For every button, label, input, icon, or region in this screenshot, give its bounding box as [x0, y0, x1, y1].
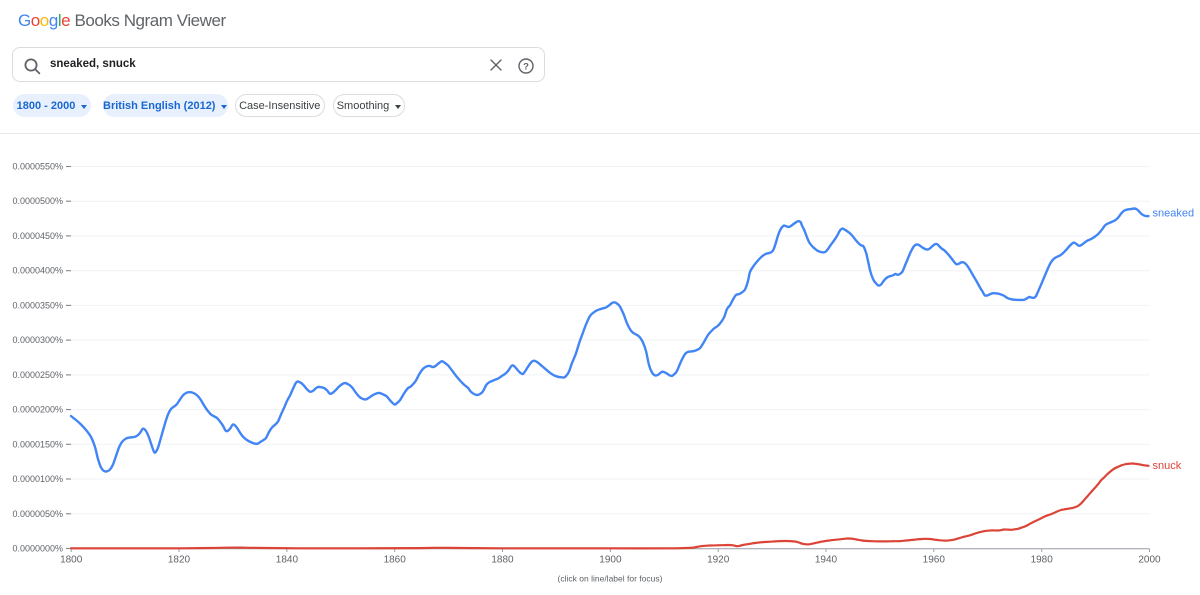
svg-text:0.0000150%: 0.0000150%: [12, 439, 63, 449]
svg-text:0.0000000%: 0.0000000%: [12, 544, 63, 554]
svg-text:(click on line/label for focus: (click on line/label for focus): [558, 574, 663, 584]
svg-text:0.0000350%: 0.0000350%: [12, 300, 63, 310]
svg-text:1920: 1920: [707, 555, 730, 566]
svg-text:0.0000300%: 0.0000300%: [12, 335, 63, 345]
svg-text:0.0000050%: 0.0000050%: [12, 509, 63, 519]
svg-text:0.0000550%: 0.0000550%: [12, 162, 63, 172]
svg-text:sneaked: sneaked: [1153, 208, 1195, 220]
svg-text:0.0000200%: 0.0000200%: [12, 405, 63, 415]
svg-text:0.0000500%: 0.0000500%: [12, 196, 63, 206]
svg-text:1800: 1800: [60, 555, 83, 566]
svg-text:0.0000100%: 0.0000100%: [12, 474, 63, 484]
svg-text:1860: 1860: [384, 555, 407, 566]
svg-text:1900: 1900: [599, 555, 622, 566]
svg-text:0.0000250%: 0.0000250%: [12, 370, 63, 380]
svg-text:1980: 1980: [1031, 555, 1054, 566]
svg-text:snuck: snuck: [1153, 460, 1182, 472]
svg-text:1960: 1960: [923, 555, 946, 566]
svg-text:2000: 2000: [1138, 555, 1161, 566]
svg-text:1940: 1940: [815, 555, 838, 566]
svg-text:1840: 1840: [276, 555, 299, 566]
svg-text:0.0000400%: 0.0000400%: [12, 266, 63, 276]
svg-text:0.0000450%: 0.0000450%: [12, 231, 63, 241]
svg-text:?: ?: [523, 61, 529, 72]
svg-text:1820: 1820: [168, 555, 191, 566]
svg-text:1880: 1880: [491, 555, 514, 566]
